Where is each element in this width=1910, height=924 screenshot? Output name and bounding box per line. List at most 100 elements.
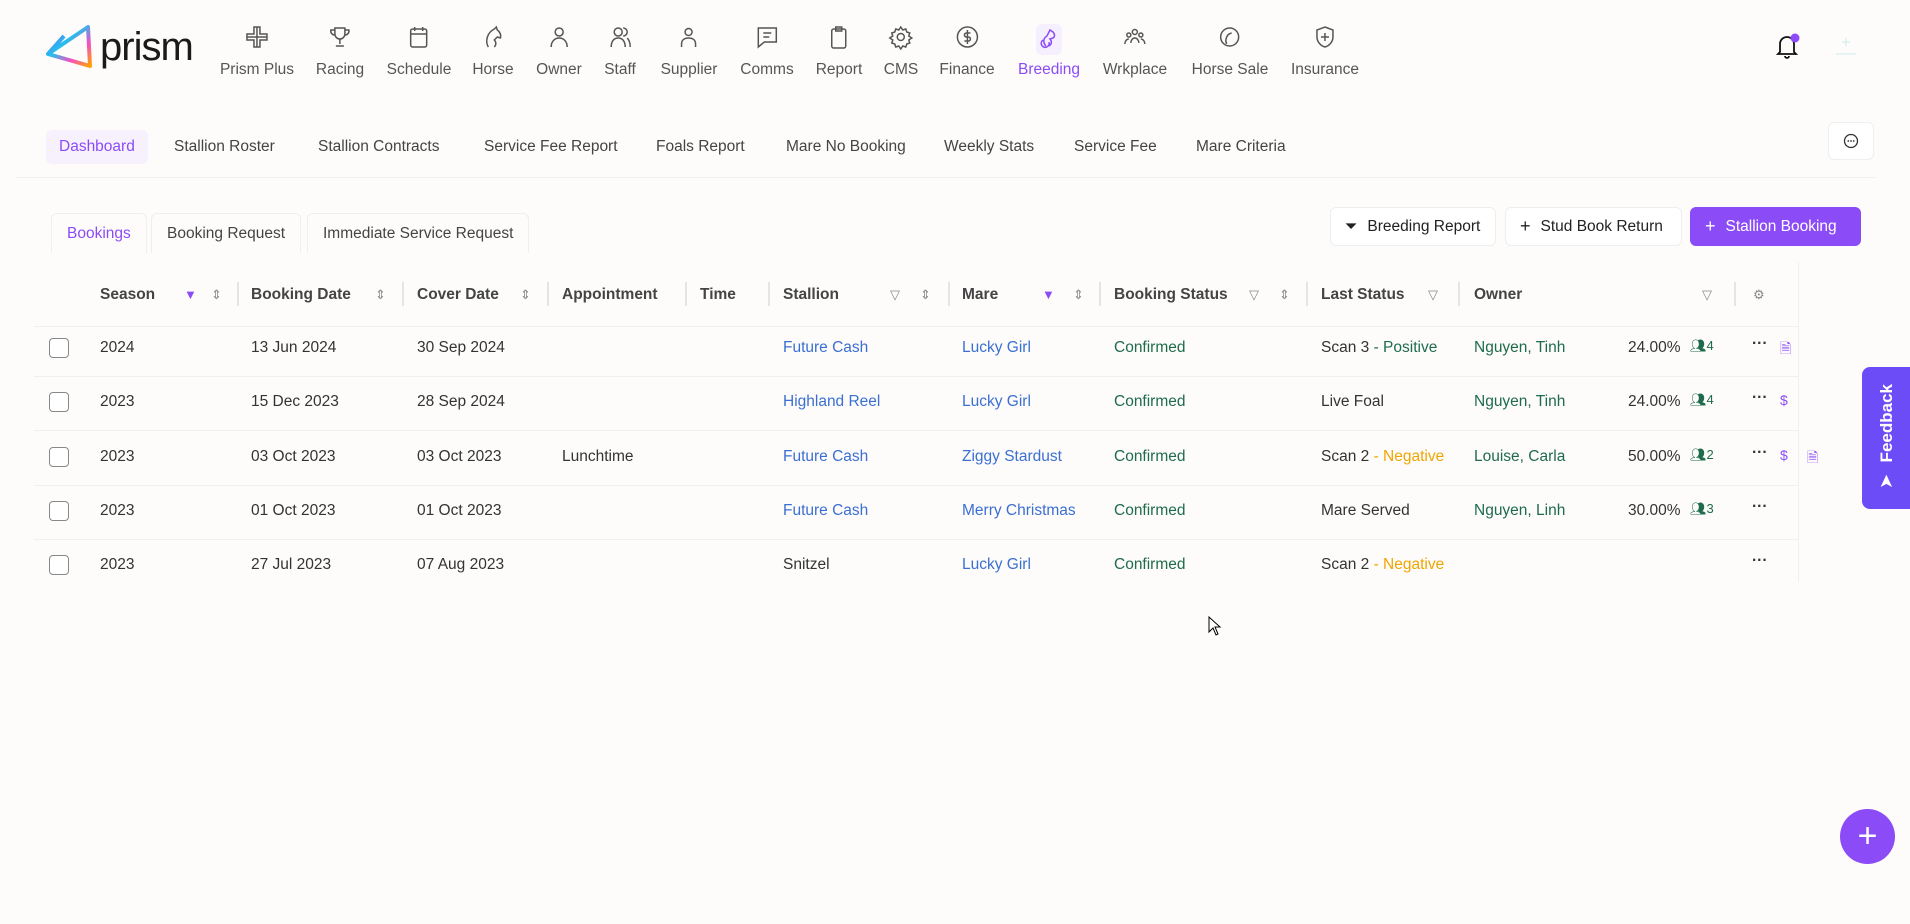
subnav-mare-no-booking[interactable]: Mare No Booking <box>786 138 906 155</box>
mouse-cursor <box>1208 615 1222 641</box>
column-header-time[interactable]: Time <box>700 286 736 303</box>
column-header-stallion[interactable]: Stallion <box>783 286 839 303</box>
row-checkbox[interactable] <box>49 555 69 575</box>
last-status-cell: Scan 2 - Negative <box>1321 448 1444 466</box>
nav-finance[interactable]: Finance <box>939 24 995 79</box>
column-header-cover-date[interactable]: Cover Date <box>417 286 499 303</box>
column-header-owner[interactable]: Owner <box>1474 286 1523 303</box>
dollar-icon[interactable]: $ <box>1780 447 1788 463</box>
subnav-service-fee-report[interactable]: Service Fee Report <box>484 138 618 155</box>
season-cell: 2024 <box>100 339 135 356</box>
column-header-last-status[interactable]: Last Status <box>1321 286 1405 303</box>
subnav-service-fee[interactable]: Service Fee <box>1074 138 1157 155</box>
nav-breeding[interactable]: Breeding <box>1018 24 1080 79</box>
owners-count[interactable]: 👥︎4 <box>1690 338 1714 354</box>
mare-link[interactable]: Lucky Girl <box>962 556 1031 573</box>
stallion-link[interactable]: Highland Reel <box>783 393 881 410</box>
prism-plus-icon <box>244 24 270 55</box>
nav-comms[interactable]: Comms <box>740 24 794 79</box>
subnav-mare-criteria[interactable]: Mare Criteria <box>1196 138 1286 155</box>
row-checkbox[interactable] <box>49 392 69 412</box>
nav-insurance[interactable]: Insurance <box>1291 24 1359 79</box>
stud-book-return-button[interactable]: + Stud Book Return <box>1505 207 1682 246</box>
notifications-button[interactable] <box>1774 32 1800 65</box>
stallion-link[interactable]: Future Cash <box>783 502 869 519</box>
owner-link[interactable]: Louise, Carla <box>1474 448 1566 465</box>
subnav-weekly-stats[interactable]: Weekly Stats <box>944 138 1035 155</box>
stallion-booking-button[interactable]: + Stallion Booking <box>1690 207 1861 246</box>
subnav-stallion-contracts[interactable]: Stallion Contracts <box>318 138 440 155</box>
owner-link[interactable]: Nguyen, Linh <box>1474 502 1566 519</box>
subnav-stallion-roster[interactable]: Stallion Roster <box>174 138 275 155</box>
mare-link[interactable]: Ziggy Stardust <box>962 448 1062 465</box>
sort-icon[interactable]: ⇕ <box>1073 287 1084 302</box>
more-subnav-button[interactable] <box>1828 122 1874 160</box>
owners-count-value: 2 <box>1706 447 1714 462</box>
filter-icon[interactable]: ▽ <box>1249 287 1259 302</box>
nav-staff[interactable]: Staff <box>604 24 636 79</box>
scan-result: - Negative <box>1373 556 1445 573</box>
booking-date-cell: 03 Oct 2023 <box>251 448 336 465</box>
nav-label: Supplier <box>660 61 718 78</box>
add-fab-button[interactable]: + <box>1840 809 1895 864</box>
tab-bookings[interactable]: Bookings <box>51 213 147 253</box>
prism-logo[interactable]: prism <box>44 24 194 70</box>
document-icon[interactable]: 🗎︎ <box>1807 449 1819 465</box>
owner-link[interactable]: Nguyen, Tinh <box>1474 339 1566 356</box>
owner-link[interactable]: Nguyen, Tinh <box>1474 393 1566 410</box>
tab-booking-request[interactable]: Booking Request <box>151 213 302 253</box>
subnav-foals-report[interactable]: Foals Report <box>656 138 745 155</box>
stallion-link[interactable]: Future Cash <box>783 339 869 356</box>
nav-supplier[interactable]: Supplier <box>660 24 718 79</box>
column-settings-gear-icon[interactable]: ⚙ <box>1753 287 1765 302</box>
nav-schedule[interactable]: Schedule <box>387 24 451 79</box>
filter-icon[interactable]: ▽ <box>1702 287 1712 302</box>
subnav-dashboard[interactable]: Dashboard <box>46 130 148 164</box>
owners-count[interactable]: 👥︎2 <box>1690 447 1714 463</box>
filter-icon[interactable]: ▽ <box>890 287 900 302</box>
sort-icon[interactable]: ⇕ <box>211 287 222 302</box>
nav-report[interactable]: Report <box>816 24 862 79</box>
nav-wrkplace[interactable]: Wrkplace <box>1103 24 1167 79</box>
column-header-booking-status[interactable]: Booking Status <box>1114 286 1228 303</box>
row-checkbox[interactable] <box>49 338 69 358</box>
mare-link[interactable]: Lucky Girl <box>962 339 1031 356</box>
nav-horse-sale[interactable]: Horse Sale <box>1192 24 1268 79</box>
avatar[interactable] <box>1832 34 1860 58</box>
feedback-tab[interactable]: Feedback ➤ <box>1862 367 1910 509</box>
bell-icon <box>1775 33 1800 59</box>
owners-count[interactable]: 👥︎4 <box>1690 392 1714 408</box>
mare-link[interactable]: Lucky Girl <box>962 393 1031 410</box>
filter-icon[interactable]: ▼ <box>1042 287 1055 302</box>
row-checkbox[interactable] <box>49 447 69 467</box>
dollar-icon[interactable]: $ <box>1780 392 1788 408</box>
column-header-booking-date[interactable]: Booking Date <box>251 286 351 303</box>
row-actions-menu[interactable]: ··· <box>1752 444 1768 461</box>
row-checkbox[interactable] <box>49 501 69 521</box>
row-actions-menu[interactable]: ··· <box>1752 389 1768 406</box>
column-header-mare[interactable]: Mare <box>962 286 999 303</box>
mare-link[interactable]: Merry Christmas <box>962 502 1076 519</box>
owners-count[interactable]: 👥︎3 <box>1690 501 1714 517</box>
row-actions-menu[interactable]: ··· <box>1752 335 1768 352</box>
sort-icon[interactable]: ⇕ <box>920 287 931 302</box>
row-actions-menu[interactable]: ··· <box>1752 498 1768 515</box>
sort-icon[interactable]: ⇕ <box>520 287 531 302</box>
filter-icon[interactable]: ▼ <box>184 287 197 302</box>
filter-icon[interactable]: ▽ <box>1428 287 1438 302</box>
sort-icon[interactable]: ⇕ <box>1279 287 1290 302</box>
row-actions-menu[interactable]: ··· <box>1752 552 1768 569</box>
sort-icon[interactable]: ⇕ <box>375 287 386 302</box>
nav-horse[interactable]: Horse <box>472 24 514 79</box>
column-header-appointment[interactable]: Appointment <box>562 286 658 303</box>
tab-immediate-service-request[interactable]: Immediate Service Request <box>307 213 530 253</box>
nav-racing[interactable]: Racing <box>316 24 364 79</box>
stallion-link[interactable]: Future Cash <box>783 448 869 465</box>
document-icon[interactable]: 🗎︎ <box>1780 340 1792 356</box>
plus-icon: + <box>1705 216 1716 236</box>
nav-prism-plus[interactable]: Prism Plus <box>220 24 294 79</box>
breeding-report-button[interactable]: ⏷ Breeding Report <box>1330 207 1496 246</box>
nav-cms[interactable]: CMS <box>884 24 918 79</box>
nav-owner[interactable]: Owner <box>536 24 582 79</box>
column-header-season[interactable]: Season <box>100 286 156 303</box>
